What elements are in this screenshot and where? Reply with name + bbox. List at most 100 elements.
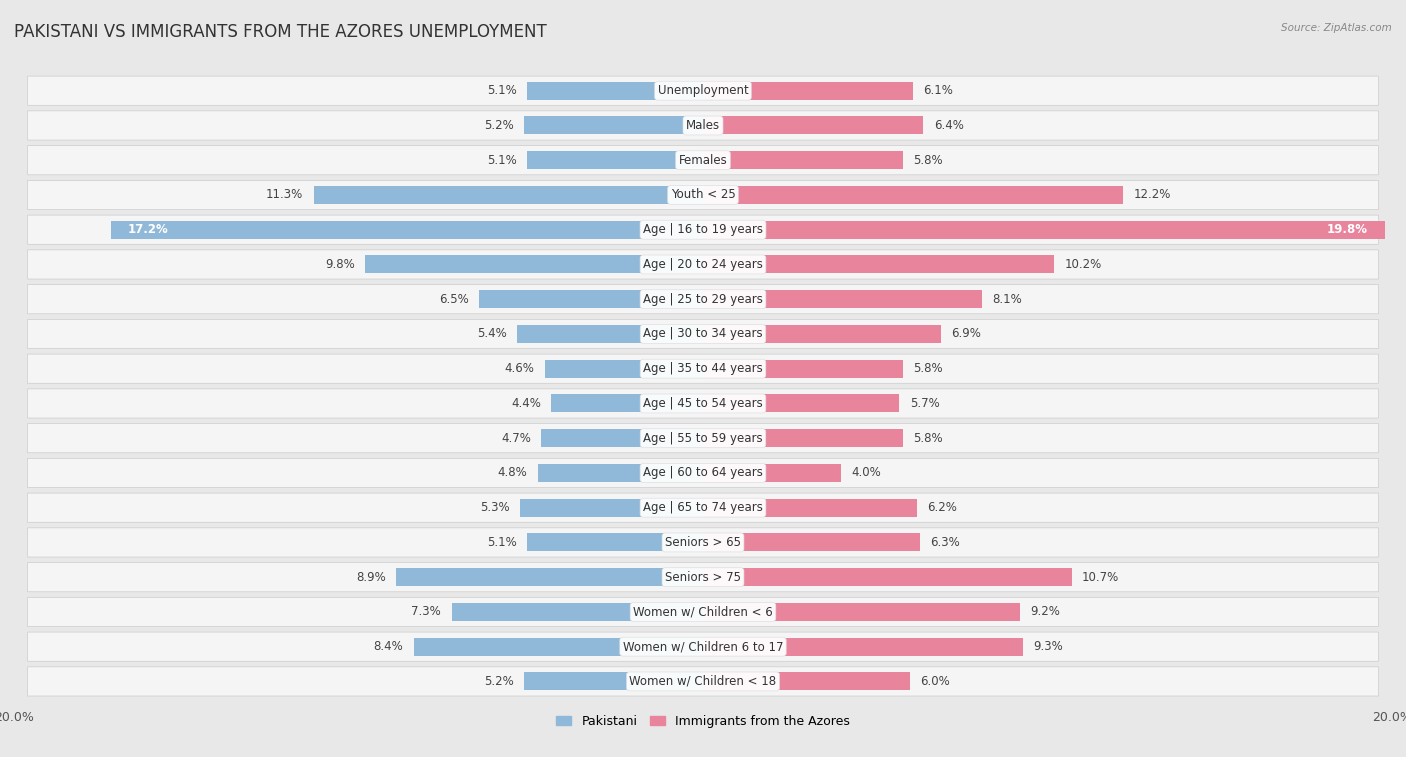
Text: Women w/ Children 6 to 17: Women w/ Children 6 to 17 bbox=[623, 640, 783, 653]
Bar bbox=[703, 221, 1385, 238]
Text: 4.6%: 4.6% bbox=[505, 362, 534, 375]
Text: Age | 30 to 34 years: Age | 30 to 34 years bbox=[643, 328, 763, 341]
FancyBboxPatch shape bbox=[28, 424, 1378, 453]
FancyBboxPatch shape bbox=[28, 250, 1378, 279]
Bar bbox=[111, 221, 703, 238]
Bar bbox=[703, 290, 981, 308]
Text: 6.2%: 6.2% bbox=[927, 501, 956, 514]
Text: Age | 45 to 54 years: Age | 45 to 54 years bbox=[643, 397, 763, 410]
Text: 17.2%: 17.2% bbox=[128, 223, 169, 236]
Text: 9.8%: 9.8% bbox=[325, 258, 356, 271]
Text: 5.8%: 5.8% bbox=[912, 431, 943, 444]
Text: Age | 55 to 59 years: Age | 55 to 59 years bbox=[643, 431, 763, 444]
Bar bbox=[541, 429, 703, 447]
Text: 6.1%: 6.1% bbox=[924, 84, 953, 97]
Bar bbox=[451, 603, 703, 621]
FancyBboxPatch shape bbox=[28, 180, 1378, 210]
Bar bbox=[703, 672, 910, 690]
Text: Males: Males bbox=[686, 119, 720, 132]
Text: 6.4%: 6.4% bbox=[934, 119, 963, 132]
Text: 5.8%: 5.8% bbox=[912, 362, 943, 375]
FancyBboxPatch shape bbox=[28, 458, 1378, 488]
Bar bbox=[703, 82, 912, 100]
Text: Females: Females bbox=[679, 154, 727, 167]
Text: 10.2%: 10.2% bbox=[1064, 258, 1102, 271]
Text: 8.4%: 8.4% bbox=[374, 640, 404, 653]
FancyBboxPatch shape bbox=[28, 562, 1378, 592]
Bar bbox=[703, 151, 903, 170]
Text: 9.3%: 9.3% bbox=[1033, 640, 1063, 653]
Text: Age | 60 to 64 years: Age | 60 to 64 years bbox=[643, 466, 763, 479]
FancyBboxPatch shape bbox=[28, 389, 1378, 418]
Bar bbox=[524, 672, 703, 690]
Text: Women w/ Children < 18: Women w/ Children < 18 bbox=[630, 675, 776, 688]
Text: Youth < 25: Youth < 25 bbox=[671, 188, 735, 201]
Text: 5.2%: 5.2% bbox=[484, 675, 513, 688]
Text: 6.9%: 6.9% bbox=[950, 328, 981, 341]
Bar bbox=[520, 499, 703, 517]
FancyBboxPatch shape bbox=[28, 145, 1378, 175]
Text: 4.7%: 4.7% bbox=[501, 431, 531, 444]
Text: 8.1%: 8.1% bbox=[993, 293, 1022, 306]
Text: 12.2%: 12.2% bbox=[1133, 188, 1171, 201]
Text: 5.4%: 5.4% bbox=[477, 328, 506, 341]
Text: 5.2%: 5.2% bbox=[484, 119, 513, 132]
Text: 5.1%: 5.1% bbox=[488, 536, 517, 549]
Bar bbox=[314, 186, 703, 204]
FancyBboxPatch shape bbox=[28, 667, 1378, 696]
Bar bbox=[551, 394, 703, 413]
Bar bbox=[479, 290, 703, 308]
Bar bbox=[703, 255, 1054, 273]
FancyBboxPatch shape bbox=[28, 111, 1378, 140]
Text: Age | 35 to 44 years: Age | 35 to 44 years bbox=[643, 362, 763, 375]
Bar bbox=[703, 637, 1024, 656]
FancyBboxPatch shape bbox=[28, 493, 1378, 522]
Text: 10.7%: 10.7% bbox=[1083, 571, 1119, 584]
Text: 7.3%: 7.3% bbox=[412, 606, 441, 618]
Text: Seniors > 75: Seniors > 75 bbox=[665, 571, 741, 584]
Text: 8.9%: 8.9% bbox=[356, 571, 387, 584]
Bar bbox=[527, 151, 703, 170]
Legend: Pakistani, Immigrants from the Azores: Pakistani, Immigrants from the Azores bbox=[551, 710, 855, 733]
Text: Age | 25 to 29 years: Age | 25 to 29 years bbox=[643, 293, 763, 306]
FancyBboxPatch shape bbox=[28, 632, 1378, 662]
FancyBboxPatch shape bbox=[28, 354, 1378, 383]
Text: 5.1%: 5.1% bbox=[488, 154, 517, 167]
Text: PAKISTANI VS IMMIGRANTS FROM THE AZORES UNEMPLOYMENT: PAKISTANI VS IMMIGRANTS FROM THE AZORES … bbox=[14, 23, 547, 41]
Text: 11.3%: 11.3% bbox=[266, 188, 304, 201]
Text: Age | 20 to 24 years: Age | 20 to 24 years bbox=[643, 258, 763, 271]
Text: Unemployment: Unemployment bbox=[658, 84, 748, 97]
Text: 5.3%: 5.3% bbox=[481, 501, 510, 514]
Bar bbox=[527, 534, 703, 551]
Bar bbox=[366, 255, 703, 273]
Text: 6.0%: 6.0% bbox=[920, 675, 950, 688]
FancyBboxPatch shape bbox=[28, 597, 1378, 627]
Text: 6.5%: 6.5% bbox=[439, 293, 468, 306]
Bar bbox=[703, 429, 903, 447]
Bar bbox=[524, 117, 703, 135]
Bar bbox=[413, 637, 703, 656]
Bar bbox=[703, 464, 841, 482]
Bar bbox=[703, 325, 941, 343]
Bar bbox=[703, 603, 1019, 621]
Bar bbox=[396, 569, 703, 586]
Bar bbox=[703, 534, 920, 551]
Bar bbox=[527, 82, 703, 100]
Bar bbox=[703, 569, 1071, 586]
Text: 4.4%: 4.4% bbox=[512, 397, 541, 410]
Bar bbox=[703, 394, 900, 413]
Bar bbox=[703, 360, 903, 378]
Text: 5.7%: 5.7% bbox=[910, 397, 939, 410]
Text: Women w/ Children < 6: Women w/ Children < 6 bbox=[633, 606, 773, 618]
Text: Seniors > 65: Seniors > 65 bbox=[665, 536, 741, 549]
Text: 9.2%: 9.2% bbox=[1031, 606, 1060, 618]
FancyBboxPatch shape bbox=[28, 215, 1378, 245]
Bar bbox=[703, 117, 924, 135]
FancyBboxPatch shape bbox=[28, 319, 1378, 348]
Text: 5.1%: 5.1% bbox=[488, 84, 517, 97]
Text: 4.8%: 4.8% bbox=[498, 466, 527, 479]
Text: 6.3%: 6.3% bbox=[931, 536, 960, 549]
Bar bbox=[703, 186, 1123, 204]
Bar bbox=[517, 325, 703, 343]
FancyBboxPatch shape bbox=[28, 76, 1378, 105]
